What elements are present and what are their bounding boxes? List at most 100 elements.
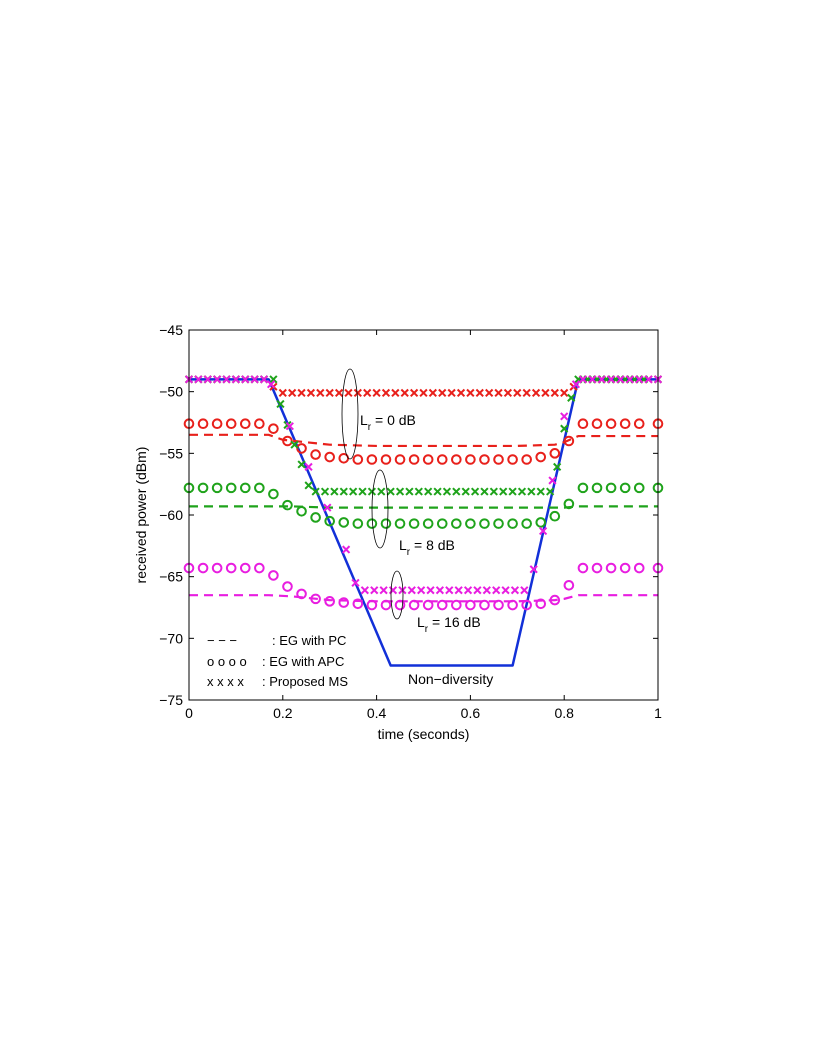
series-ms-marker	[541, 388, 550, 398]
series-ms-marker	[463, 586, 473, 595]
series-apc-marker	[633, 562, 645, 574]
series-ms-marker	[363, 388, 372, 398]
series-apc-marker	[605, 418, 617, 430]
series-ms-marker	[417, 586, 426, 595]
series-apc-marker	[493, 454, 504, 465]
series-ms-marker	[288, 388, 297, 398]
ms-marker-stroke	[536, 487, 545, 496]
series-apc-marker	[239, 562, 251, 574]
x-tick-label: 0.4	[367, 705, 387, 721]
series-apc-marker	[493, 518, 504, 529]
series-apc-marker	[338, 517, 350, 528]
ms-marker-stroke	[297, 388, 306, 398]
series-ms-marker	[548, 476, 557, 485]
series-ms-marker	[510, 586, 520, 595]
ms-marker-stroke	[194, 375, 203, 384]
series-ms-marker	[616, 375, 625, 384]
series-apc-marker	[451, 454, 462, 465]
ms-marker-stroke	[386, 487, 395, 496]
x-tick-label: 0.2	[273, 705, 293, 721]
series-ms-marker	[438, 388, 447, 398]
series-ms-marker	[400, 388, 409, 398]
series-apc-marker	[380, 454, 392, 465]
series-ms-marker	[285, 422, 294, 431]
series-apc-marker	[479, 518, 490, 529]
series-apc-marker	[380, 518, 392, 529]
ms-marker-stroke	[213, 375, 222, 384]
series-ms-marker	[424, 487, 433, 496]
series-apc-marker	[521, 454, 532, 465]
series-apc-marker	[239, 482, 251, 494]
ms-marker-stroke	[550, 388, 559, 398]
ms-marker-stroke	[454, 586, 463, 595]
series-ms-marker	[304, 462, 313, 472]
series-ms-marker	[381, 388, 391, 398]
plot-frame	[188, 329, 659, 701]
series-ms-marker	[531, 388, 541, 398]
ms-marker-stroke	[426, 586, 435, 595]
lr16-rest: = 16 dB	[428, 614, 481, 630]
ms-marker-stroke	[597, 375, 606, 384]
ms-marker-stroke	[417, 586, 426, 595]
series-ms-marker	[445, 586, 454, 595]
series-ms-marker	[588, 375, 597, 384]
ms-marker-stroke	[546, 487, 555, 496]
series-apc-marker	[408, 599, 420, 611]
ms-marker-stroke	[529, 565, 538, 574]
series-apc-marker	[324, 515, 336, 527]
lr0-main: L	[360, 412, 368, 428]
y-tick-label: −45	[159, 322, 183, 338]
series-apc-marker	[366, 599, 378, 611]
ms-marker-stroke	[339, 487, 348, 496]
series-ms-marker	[473, 586, 482, 595]
ms-marker-stroke	[560, 412, 569, 421]
series-apc-marker	[591, 418, 603, 430]
series-ms-marker	[414, 487, 423, 496]
series-apc-marker	[422, 518, 434, 529]
ms-marker-stroke	[231, 375, 241, 384]
series-apc-marker	[211, 482, 223, 494]
ms-marker-stroke	[407, 586, 416, 595]
series-ms-marker	[334, 388, 344, 398]
series-ms-marker	[339, 487, 348, 496]
legend-marker-ms: x x x x	[207, 674, 244, 689]
series-ms-marker	[513, 388, 522, 398]
legend-label-pc: : EG with PC	[272, 633, 346, 648]
ms-marker-stroke	[470, 487, 480, 496]
ms-marker-stroke	[419, 388, 428, 398]
series-pc-line	[189, 505, 658, 509]
series-apc-marker	[436, 454, 448, 465]
ms-marker-stroke	[644, 375, 653, 384]
series-apc-marker	[380, 599, 392, 611]
x-tick-label: 0.8	[554, 705, 574, 721]
series-ms-marker	[501, 586, 510, 595]
series-ms-marker	[419, 388, 428, 398]
series-ms-marker	[546, 487, 555, 496]
series-ms-marker	[259, 375, 269, 384]
ms-marker-stroke	[325, 388, 334, 398]
series-ms-marker	[529, 565, 538, 574]
ms-marker-stroke	[606, 375, 616, 384]
lr0-ellipse	[341, 368, 359, 460]
lr16-main: L	[417, 614, 425, 630]
series-apc-marker	[225, 562, 237, 574]
series-ms-marker	[597, 375, 606, 384]
data-layer	[183, 375, 664, 667]
ms-marker-stroke	[463, 586, 473, 595]
ms-marker-stroke	[391, 388, 400, 398]
ms-marker-stroke	[288, 388, 297, 398]
ms-marker-stroke	[353, 388, 362, 398]
series-ms-marker	[358, 487, 367, 496]
ms-marker-stroke	[489, 487, 498, 496]
lr0-sub: r	[368, 422, 372, 433]
ms-marker-stroke	[494, 388, 503, 398]
series-ms-marker	[351, 578, 360, 587]
series-ms-marker	[492, 586, 501, 595]
ms-marker-stroke	[588, 375, 597, 384]
ms-marker-stroke	[567, 393, 576, 402]
x-tick-label: 1	[654, 705, 662, 721]
ms-marker-stroke	[203, 375, 212, 384]
series-ms-marker	[480, 487, 489, 496]
ms-marker-stroke	[503, 388, 513, 398]
series-ms-marker	[391, 388, 400, 398]
